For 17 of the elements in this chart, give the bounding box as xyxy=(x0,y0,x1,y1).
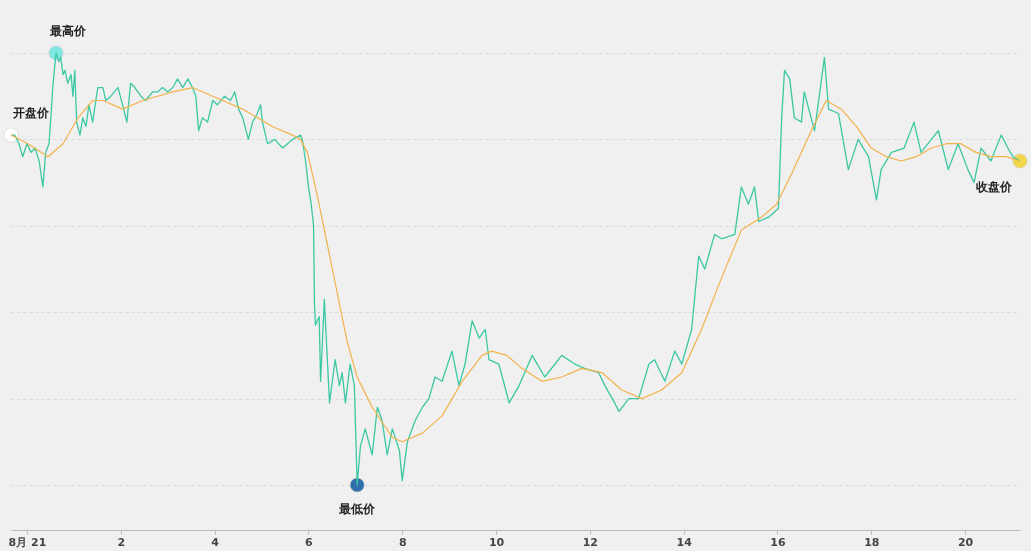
point xyxy=(1012,153,1028,169)
x-tick-label: 12 xyxy=(582,535,599,549)
x-tick-label: 20 xyxy=(957,535,974,549)
x-tick-label: 6 xyxy=(305,535,314,549)
x-tick-label: 8 xyxy=(398,535,407,549)
annotation: 最高价 xyxy=(49,24,88,38)
x-tick-label: 18 xyxy=(864,535,880,549)
x-tick-label: 10 xyxy=(488,535,505,549)
x-tick-label: 2 xyxy=(117,535,126,549)
annotation: 开盘价 xyxy=(12,106,50,121)
x-tick-label: 14 xyxy=(676,535,693,549)
annotation: 最低价 xyxy=(338,502,377,516)
x-tick-label: 8月 21 xyxy=(8,535,47,549)
x-tick-label: 4 xyxy=(211,535,220,549)
point xyxy=(349,477,365,493)
x-tick-label: 16 xyxy=(770,535,786,549)
annotation: 收盘价 xyxy=(976,180,1013,194)
